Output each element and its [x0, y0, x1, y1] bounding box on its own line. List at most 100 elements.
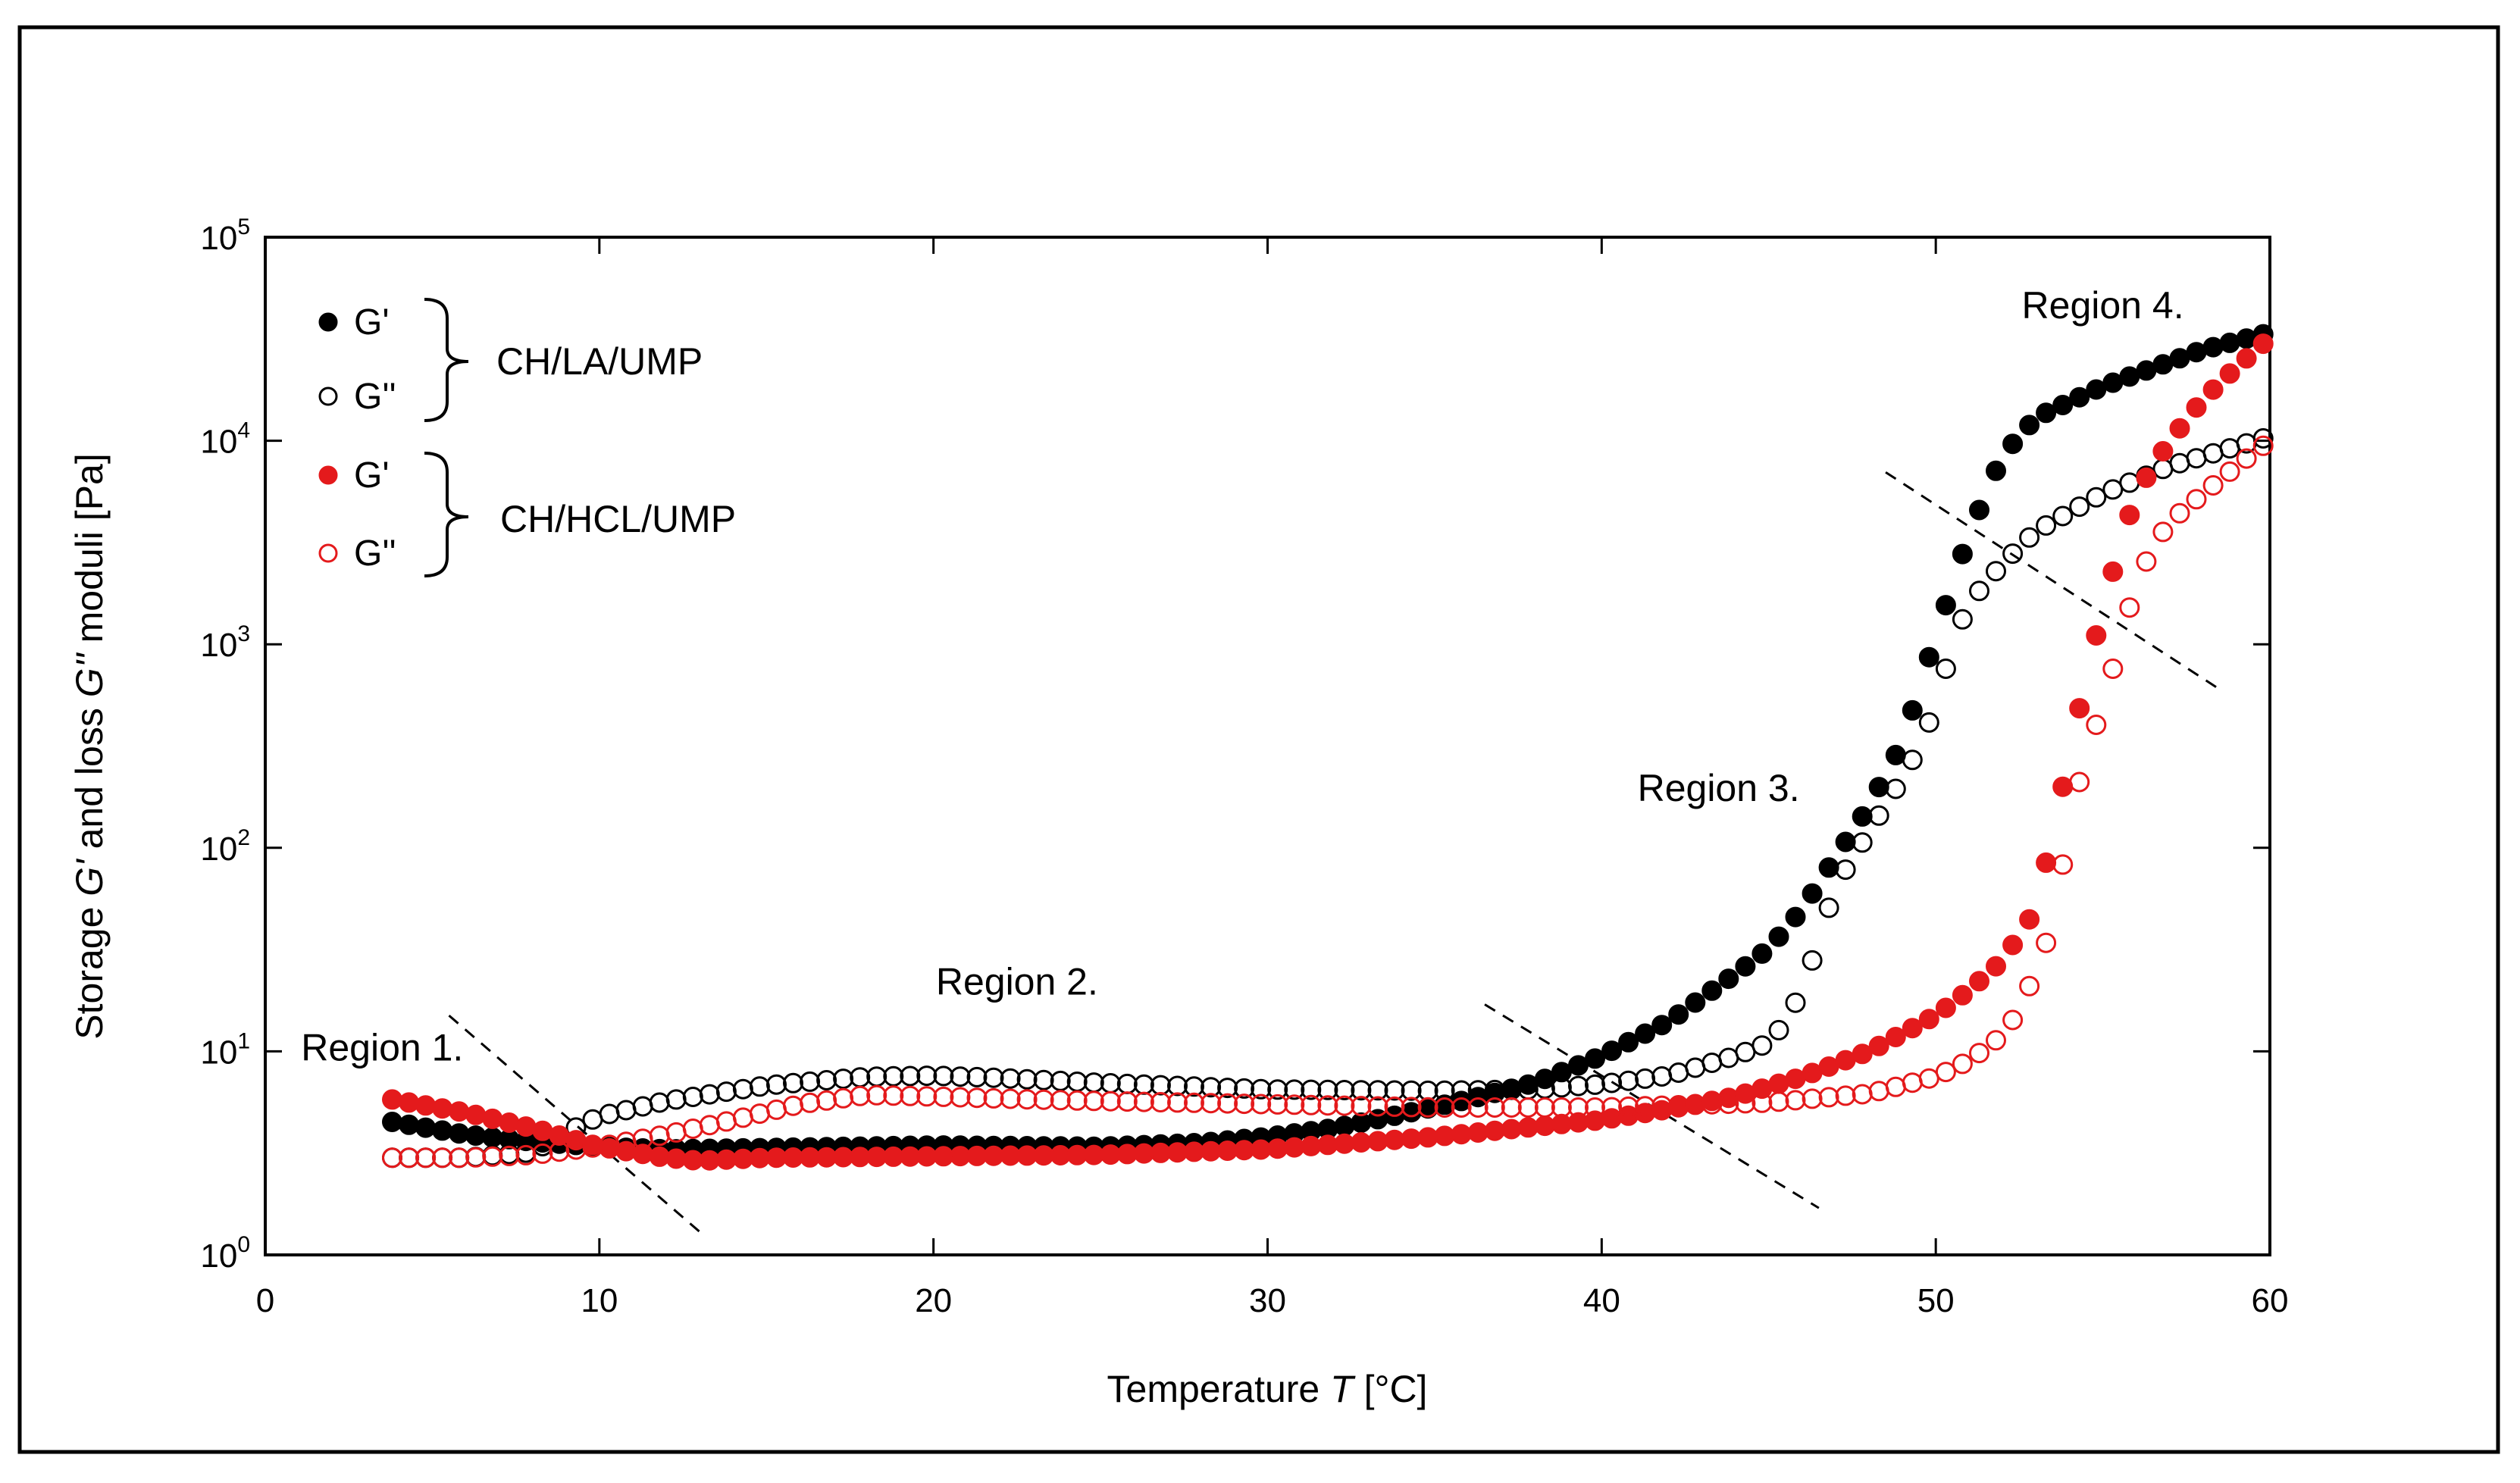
data-point [1000, 1088, 1021, 1109]
data-point [1217, 1078, 1238, 1099]
data-point [950, 1066, 971, 1087]
data-point [2069, 386, 2090, 408]
data-point [1751, 943, 1773, 964]
data-point [1918, 1009, 1939, 1030]
data-point [1251, 1139, 1272, 1160]
data-point [1417, 1080, 1438, 1101]
data-point [482, 1146, 503, 1167]
legend-marker-ch-la-ump-g-prime [318, 312, 338, 332]
data-point [783, 1147, 803, 1168]
data-point [1184, 1092, 1204, 1113]
data-point [2169, 418, 2190, 439]
data-point [1501, 1119, 1522, 1140]
data-point [1184, 1141, 1204, 1162]
data-point [2119, 366, 2140, 387]
data-point [432, 1147, 453, 1169]
data-point [382, 1147, 402, 1169]
data-point [1234, 1093, 1255, 1115]
data-point [1618, 1031, 1639, 1053]
data-point [1902, 749, 1923, 771]
data-point [1918, 646, 1939, 668]
data-point [1852, 806, 1873, 827]
data-point [1818, 1056, 1839, 1077]
data-point [2052, 776, 2074, 797]
data-point [515, 1144, 537, 1165]
x-axis-ticks: 0 10 20 30 40 50 60 [256, 237, 2288, 1319]
data-point [2052, 854, 2074, 875]
data-point [866, 1147, 887, 1168]
data-point [1852, 832, 1873, 853]
data-point [1033, 1069, 1054, 1090]
data-point [465, 1147, 487, 1168]
data-point [382, 1089, 402, 1110]
region-label: Region 3. [1638, 767, 1800, 809]
data-point [2219, 332, 2240, 353]
data-point [950, 1087, 971, 1108]
data-point [1986, 956, 2006, 977]
data-point [966, 1087, 988, 1109]
data-point [1935, 997, 1956, 1018]
data-point [2136, 551, 2157, 572]
data-point [1952, 609, 1973, 630]
data-point [833, 1068, 854, 1090]
data-point [1868, 1035, 1889, 1056]
data-point [2052, 505, 2074, 527]
data-point [866, 1084, 887, 1106]
legend-marker-ch-hcl-ump-g-prime [318, 465, 338, 485]
y-axis-ticks: 100 101 102 103 104 105 [200, 214, 2270, 1275]
legend: G' G'' CH/LA/UMP G' G'' CH/HCL/UMP [318, 298, 736, 577]
data-point [1835, 1050, 1856, 1071]
data-point [1635, 1096, 1656, 1117]
data-point [415, 1095, 437, 1116]
data-point [983, 1067, 1004, 1088]
data-point [1785, 992, 1806, 1013]
data-point [1935, 659, 1956, 679]
data-point [1301, 1094, 1322, 1115]
data-point [1768, 1019, 1789, 1040]
data-point [1150, 1092, 1171, 1112]
y-tick-label: 105 [200, 214, 250, 257]
data-point [966, 1066, 988, 1087]
data-point [1601, 1072, 1623, 1093]
data-point [2236, 328, 2257, 349]
data-point [1568, 1075, 1589, 1097]
data-point [449, 1101, 470, 1122]
data-point [800, 1147, 821, 1168]
data-point [1885, 744, 1906, 765]
data-point [1451, 1097, 1472, 1118]
data-point [2119, 505, 2140, 526]
data-point [1835, 1085, 1856, 1106]
data-point [1417, 1127, 1438, 1148]
data-point [1935, 595, 1956, 616]
data-point [1668, 1004, 1689, 1025]
data-point [532, 1120, 553, 1141]
data-point [2002, 1009, 2024, 1031]
data-point [900, 1146, 921, 1167]
x-axis-title: Temperature T [°C] [1107, 1368, 1428, 1410]
data-point [1735, 956, 1756, 977]
data-point [1401, 1097, 1422, 1118]
data-point [1986, 1030, 2006, 1051]
data-points [382, 324, 2274, 1171]
data-point [833, 1147, 854, 1168]
data-point [1100, 1144, 1121, 1165]
legend-brace-ch-hcl-ump [424, 452, 469, 577]
data-point [1317, 1134, 1338, 1156]
data-point [1685, 992, 1706, 1013]
data-point [399, 1092, 420, 1113]
data-point [482, 1108, 503, 1129]
data-point [2252, 333, 2274, 355]
data-point [1835, 831, 1856, 853]
data-point [1986, 460, 2006, 481]
data-point [1585, 1074, 1605, 1095]
data-point [2186, 397, 2207, 418]
data-point [2152, 441, 2174, 461]
data-point [1935, 1062, 1956, 1083]
data-point [2002, 543, 2024, 565]
data-point [1367, 1080, 1388, 1101]
data-point [1952, 543, 1973, 565]
data-point [900, 1085, 921, 1106]
data-point [1818, 1087, 1839, 1108]
data-point [2102, 561, 2124, 582]
